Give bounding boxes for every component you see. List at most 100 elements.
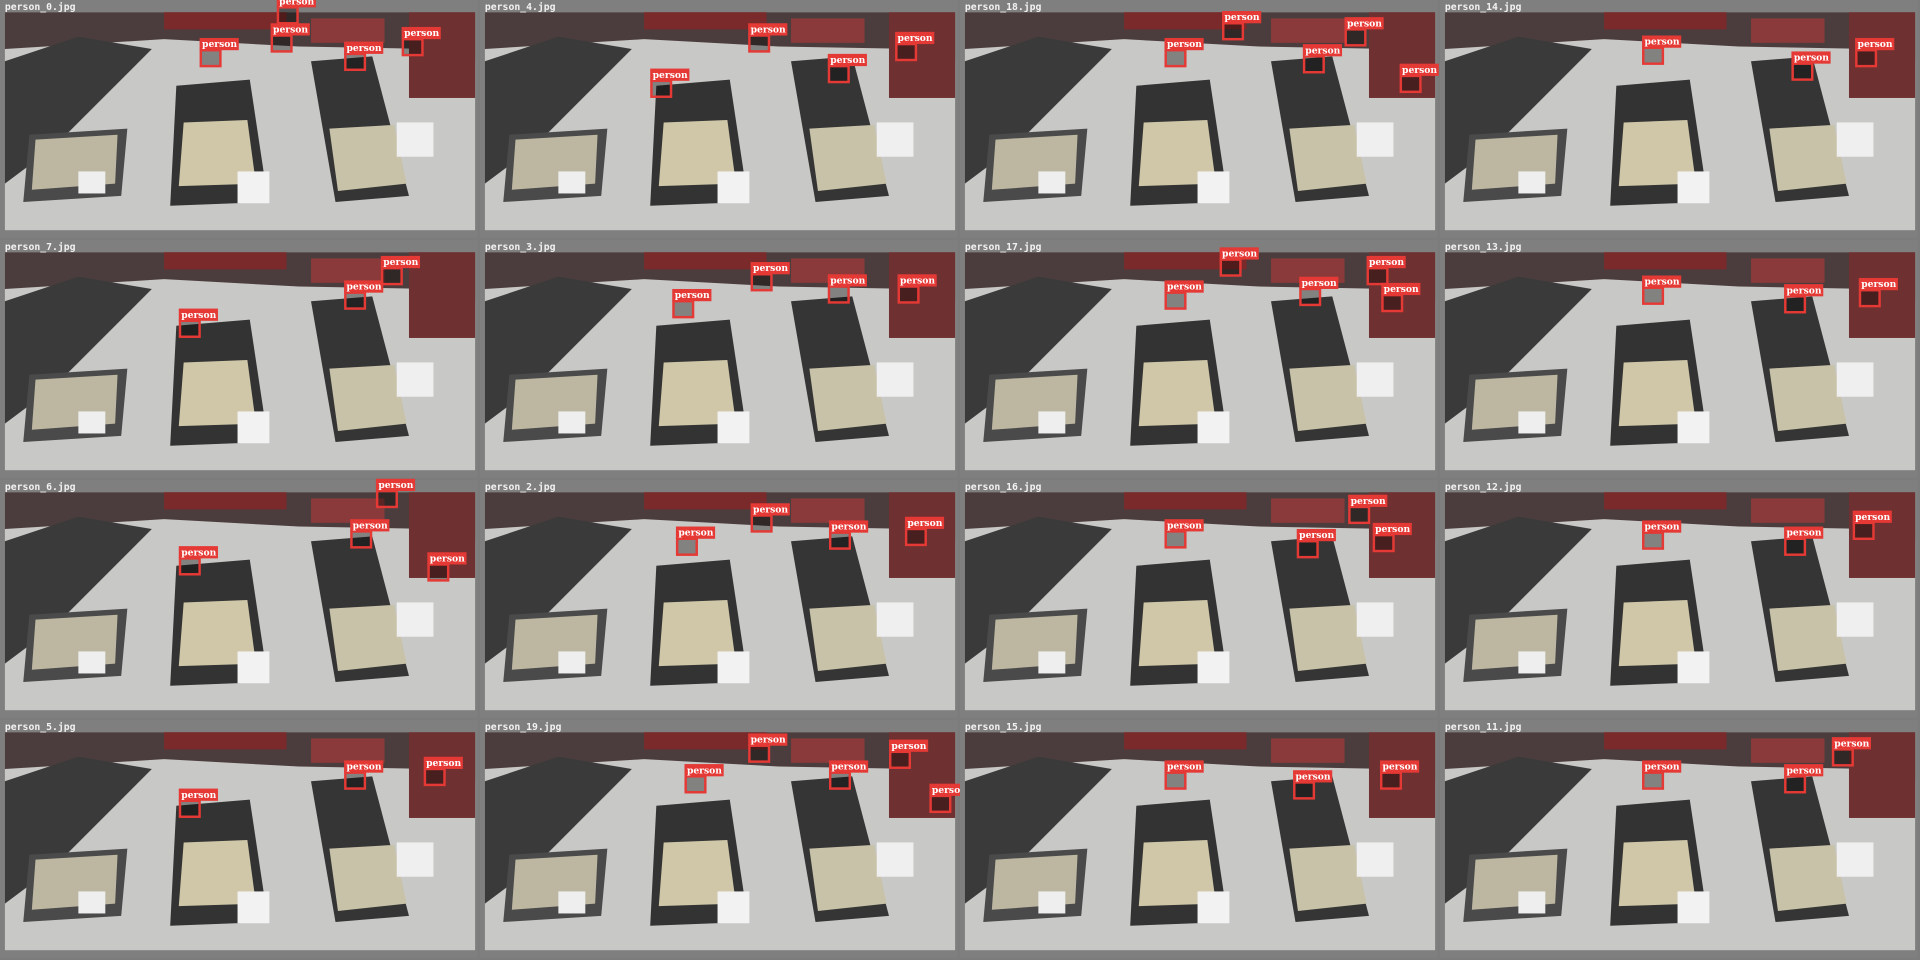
label-bg — [1366, 255, 1406, 269]
label-bg — [276, 0, 316, 8]
detection: person — [1372, 522, 1412, 553]
detection-label: person — [1351, 496, 1386, 507]
label-bg — [1852, 510, 1892, 523]
detection: person — [199, 37, 239, 68]
bbox — [904, 527, 927, 547]
bbox — [1399, 74, 1422, 94]
detection: person — [1855, 37, 1895, 68]
detection: person — [423, 756, 463, 787]
bbox — [344, 771, 367, 790]
bbox — [1296, 540, 1319, 559]
label-bg — [1642, 520, 1682, 533]
bbox — [675, 537, 698, 556]
detection-label: person — [202, 39, 237, 50]
detection-label: person — [653, 70, 688, 81]
bbox — [1372, 533, 1395, 553]
scene-image — [4, 252, 476, 471]
detection: person — [1791, 51, 1831, 81]
detection: person — [1219, 247, 1259, 277]
bbox — [1222, 22, 1245, 41]
bbox — [750, 273, 773, 292]
bbox — [1344, 28, 1367, 47]
detection: person — [1296, 528, 1336, 559]
detection-label: person — [1167, 762, 1202, 773]
label-bg — [1372, 522, 1412, 536]
label-bg — [827, 274, 867, 287]
detection: person — [1380, 760, 1420, 790]
detection-label: person — [1855, 512, 1890, 523]
detection-label: person — [1222, 249, 1257, 260]
bbox — [1831, 748, 1854, 767]
detection: person — [650, 68, 690, 98]
label-bg — [827, 53, 867, 67]
detection: person — [1302, 44, 1343, 74]
label-bg — [684, 764, 724, 777]
bbox — [1784, 537, 1807, 556]
bbox — [178, 799, 201, 818]
filename: person_15.jpg — [965, 721, 1042, 733]
filename: person_6.jpg — [5, 481, 76, 493]
detection: person — [1293, 770, 1333, 800]
bbox — [1858, 288, 1881, 308]
filename: person_2.jpg — [485, 481, 556, 493]
bbox — [748, 744, 771, 763]
bbox — [929, 794, 952, 814]
filename: person_11.jpg — [1445, 721, 1522, 733]
detection: person — [750, 503, 790, 533]
bbox — [1642, 531, 1665, 550]
label-bg — [1642, 35, 1682, 48]
bbox — [750, 514, 773, 533]
detection: person — [1399, 63, 1439, 94]
detection-label: person — [1644, 522, 1679, 533]
label-bg — [270, 23, 310, 36]
bbox — [1348, 505, 1371, 525]
bbox — [1380, 771, 1403, 790]
detection-label: person — [1644, 762, 1679, 773]
detection-label: person — [1861, 279, 1896, 290]
bbox — [344, 291, 367, 310]
detection: person — [427, 552, 467, 582]
detection-label: person — [1858, 39, 1893, 50]
label-bg — [1293, 770, 1333, 783]
label-bg — [1302, 44, 1343, 57]
bbox — [427, 563, 450, 582]
bbox — [1791, 62, 1814, 81]
detection-label: person — [753, 263, 788, 274]
detection: person — [1348, 494, 1388, 525]
detection-label: person — [900, 275, 935, 286]
detection: person — [1164, 280, 1204, 310]
filename: person_0.jpg — [5, 1, 76, 13]
detection-label: person — [830, 55, 865, 66]
bbox — [1164, 530, 1187, 549]
label-bg — [748, 23, 788, 36]
label-bg — [1791, 51, 1831, 64]
filename: person_13.jpg — [1445, 241, 1522, 253]
detection-label: person — [279, 0, 314, 7]
label-bg — [750, 262, 790, 275]
label-bg — [895, 31, 935, 45]
bbox — [1642, 286, 1665, 305]
bbox — [344, 52, 367, 72]
label-bg — [929, 783, 969, 796]
filename: person_19.jpg — [485, 721, 562, 733]
detection: person — [178, 546, 218, 576]
bbox — [897, 285, 920, 304]
label-bg — [1784, 526, 1824, 539]
detection-label: person — [181, 310, 216, 321]
detection: person — [1642, 35, 1682, 65]
bbox — [684, 775, 707, 794]
bbox — [1642, 46, 1665, 65]
label-bg — [1222, 11, 1262, 24]
label-bg — [650, 68, 690, 81]
detection-label: person — [1224, 12, 1259, 23]
bbox — [650, 79, 673, 98]
detection-label: person — [404, 28, 439, 39]
bbox — [1852, 521, 1875, 540]
detection-label: person — [1167, 520, 1202, 531]
